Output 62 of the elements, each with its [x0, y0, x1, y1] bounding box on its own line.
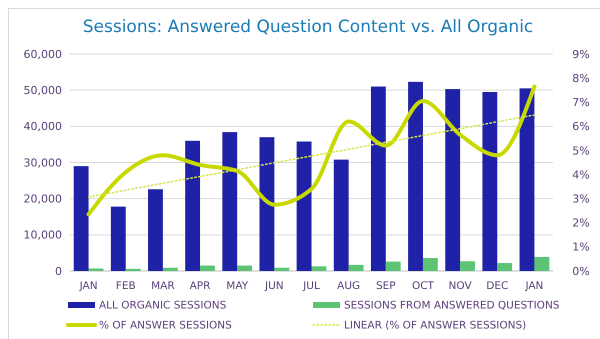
- y2-tick-label: 1%: [572, 240, 590, 254]
- y2-tick-label: 2%: [572, 216, 590, 230]
- x-tick-label: JUN: [264, 280, 284, 292]
- x-tick-label: SEP: [376, 280, 396, 292]
- y2-tick-label: 4%: [572, 168, 590, 182]
- y2-tick-label: 6%: [572, 120, 590, 134]
- bar: [520, 88, 534, 271]
- x-tick-label: DEC: [486, 280, 508, 292]
- y-tick-label: 40,000: [24, 120, 62, 134]
- y2-tick-label: 8%: [572, 72, 590, 85]
- y-tick-label: 50,000: [24, 84, 62, 98]
- bar: [274, 268, 290, 271]
- bar: [422, 258, 438, 271]
- x-tick-label: APR: [190, 280, 210, 292]
- bar: [148, 189, 163, 271]
- bar: [312, 266, 326, 271]
- bar: [386, 262, 401, 271]
- bar: [222, 132, 238, 271]
- y2-tick-label: 3%: [572, 192, 590, 206]
- x-tick-label: JAN: [524, 280, 544, 292]
- x-tick-label: FEB: [116, 280, 136, 292]
- bar: [162, 268, 178, 271]
- y-tick-label: 20,000: [24, 192, 62, 206]
- y-tick-label: 10,000: [24, 228, 62, 242]
- bar: [88, 268, 104, 271]
- x-tick-label: MAR: [151, 280, 175, 292]
- chart-title: Sessions: Answered Question Content vs. All Organic: [82, 17, 534, 37]
- bar: [74, 166, 89, 271]
- bar: [370, 86, 386, 271]
- legend-label: ALL ORGANIC SESSIONS: [99, 300, 227, 312]
- y2-tick-label: 7%: [572, 96, 590, 110]
- x-tick-label: MAY: [226, 280, 249, 292]
- y-tick-label: 60,000: [24, 48, 62, 61]
- y-tick-label: 30,000: [24, 156, 62, 170]
- bar: [200, 266, 215, 271]
- bar: [259, 137, 274, 271]
- legend-label: % OF ANSWER SESSIONS: [99, 320, 232, 332]
- x-tick-label: OCT: [412, 280, 435, 292]
- y-tick-label: 0: [55, 264, 62, 278]
- legend-label: LINEAR (% OF ANSWER SESSIONS): [344, 320, 526, 332]
- x-tick-label: AUG: [337, 280, 360, 292]
- bar: [482, 92, 498, 271]
- y2-tick-label: 9%: [572, 48, 590, 61]
- bar: [445, 89, 460, 271]
- bar: [408, 82, 423, 271]
- bar: [460, 261, 475, 271]
- bar: [237, 266, 252, 271]
- bar: [348, 264, 364, 271]
- legend-label: SESSIONS FROM ANSWERED QUESTIONS: [344, 300, 560, 312]
- bar: [110, 206, 126, 271]
- line-series: [88, 114, 536, 198]
- y2-tick-label: 0%: [572, 264, 590, 278]
- bar: [497, 263, 512, 271]
- x-tick-label: NOV: [448, 280, 472, 292]
- line-series: [86, 84, 536, 216]
- bar: [185, 140, 200, 271]
- y2-tick-label: 5%: [572, 144, 590, 158]
- bar: [296, 142, 312, 271]
- bar: [334, 160, 349, 271]
- bar: [534, 256, 550, 271]
- x-tick-label: JUL: [302, 280, 320, 292]
- x-tick-label: JAN: [78, 280, 98, 292]
